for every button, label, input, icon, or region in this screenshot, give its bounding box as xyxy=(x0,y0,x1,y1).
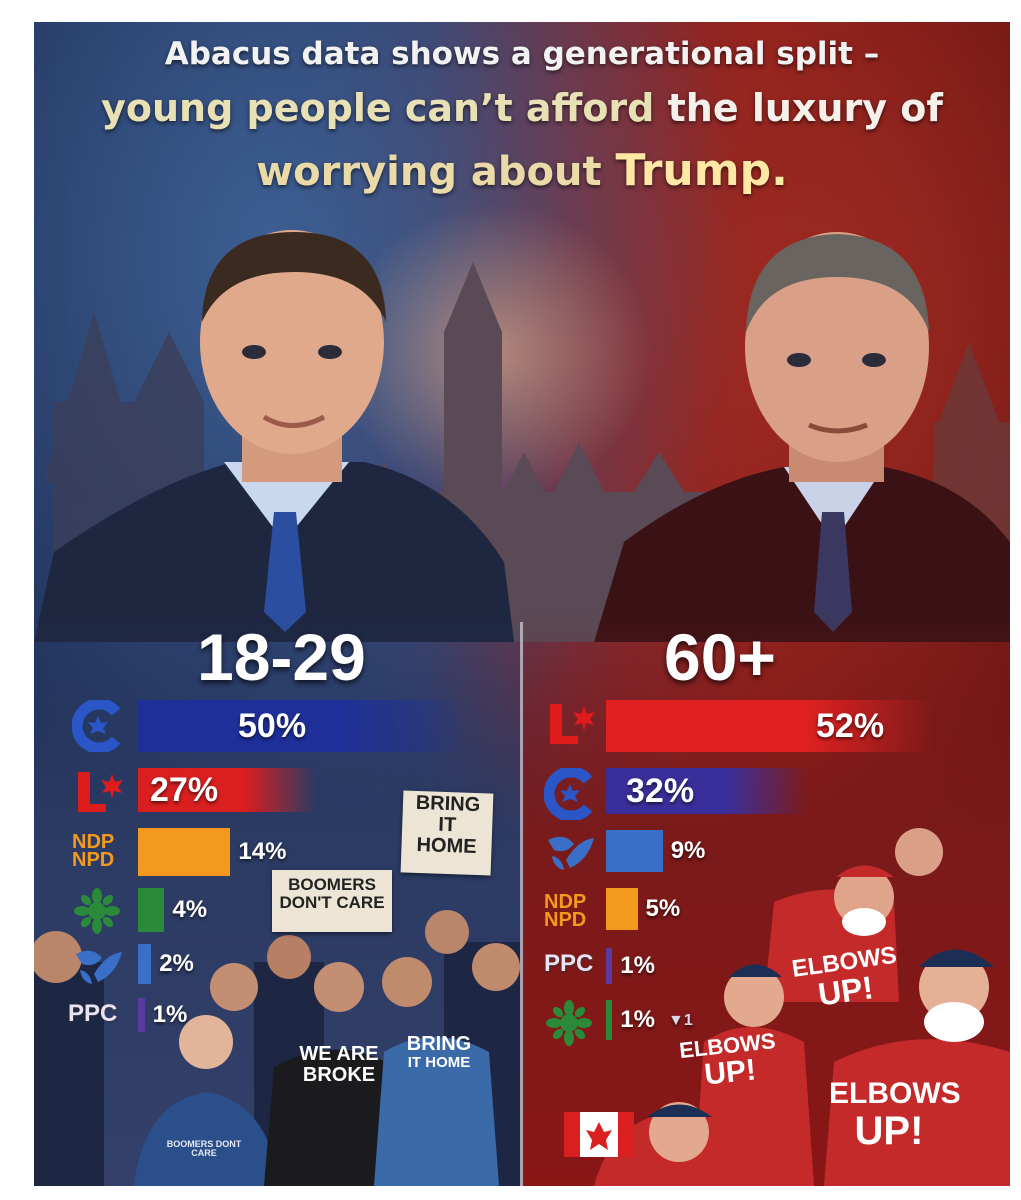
sign-line: DON'T CARE xyxy=(279,892,385,912)
ndp-logo-line-1: NDP xyxy=(544,891,587,913)
bar-value-label: 1% xyxy=(620,1006,655,1033)
bar-green-60-plus: 1% xyxy=(606,1000,692,1040)
bar-value-label: 32% xyxy=(626,771,695,810)
bar-fill xyxy=(138,828,231,876)
bar-bloc-18-29: 2% xyxy=(138,944,231,984)
bar-conservative-60-plus: 32% xyxy=(606,768,808,814)
ppc-logo-icon: PPC xyxy=(68,1000,118,1027)
bar-ndp-18-29: 14% xyxy=(138,828,310,876)
sign-line: HOME xyxy=(416,833,477,859)
bar-value-label: 1% xyxy=(152,1001,188,1028)
liberal-logo-icon xyxy=(544,700,598,750)
headline-line-2b: the luxury of xyxy=(667,86,943,130)
older-crowd-illustration xyxy=(564,828,1010,1186)
liberal-logo-icon xyxy=(72,768,126,818)
bar-conservative-18-29: 50% xyxy=(138,700,468,752)
bar-ppc-60-plus: 1% xyxy=(606,948,692,984)
shirt-boomers-dont-care: BOOMERS DONT CARE xyxy=(149,1139,259,1159)
shirt-line: BRING xyxy=(406,1033,472,1055)
shirt-line: BROKE xyxy=(302,1064,376,1086)
bar-value-label: 4% xyxy=(172,896,208,923)
conservative-logo-icon xyxy=(543,766,596,824)
bar-fill xyxy=(606,830,663,872)
bar-fill xyxy=(606,768,808,814)
headline-line-2: young people can’t afford the luxury of xyxy=(34,86,1010,130)
left-portrait xyxy=(34,230,514,642)
bar-fill xyxy=(606,888,638,930)
shirt-line: UP! xyxy=(854,1108,924,1153)
bar-fill xyxy=(138,700,468,752)
shirt-line: WE ARE xyxy=(299,1043,379,1065)
bar-fill xyxy=(606,1000,613,1040)
sign-boomers-dont-care: BOOMERS DON'T CARE xyxy=(272,870,392,932)
poster: Abacus data shows a generational split –… xyxy=(34,22,1010,1186)
ppc-logo-icon: PPC xyxy=(544,950,594,977)
ndp-logo-line-1: NDP xyxy=(72,831,115,853)
bar-value-label: 27% xyxy=(150,770,219,809)
bar-green-18-29: 4% xyxy=(138,888,244,932)
bar-fill xyxy=(606,948,613,984)
bloc-quebecois-logo-icon xyxy=(72,944,124,992)
shirt-line: IT HOME xyxy=(407,1054,471,1071)
green-party-logo-icon xyxy=(544,1000,594,1050)
bar-fill xyxy=(138,888,165,932)
headline-line-3b: Trump. xyxy=(615,145,788,196)
sign-line: BRING xyxy=(415,791,481,817)
conservative-logo-icon xyxy=(71,698,124,756)
sign-bring-it-home: BRING IT HOME xyxy=(400,790,494,876)
headline-line-1: Abacus data shows a generational split – xyxy=(164,36,880,72)
bar-liberal-60-plus: 52% xyxy=(606,700,934,752)
bar-fill xyxy=(138,944,152,984)
bar-value-label: 1% xyxy=(620,952,655,979)
ndp-logo-line-2: NPD xyxy=(72,849,115,871)
bloc-quebecois-logo-icon xyxy=(544,830,596,878)
headline-line-3: worrying about Trump. xyxy=(34,145,1010,196)
ndp-logo-icon: NDP NPD xyxy=(544,891,587,931)
bar-bloc-60-plus: 9% xyxy=(606,830,743,872)
bar-value-label: 2% xyxy=(159,950,194,977)
bar-value-label: 9% xyxy=(670,837,706,864)
ndp-logo-icon: NDP NPD xyxy=(72,831,115,871)
bar-fill xyxy=(138,768,317,812)
green-party-logo-icon xyxy=(72,888,122,938)
headline-line-2a: young people can’t afford xyxy=(101,86,655,130)
chart-title-60-plus: 60+ xyxy=(664,620,776,694)
bar-fill xyxy=(138,998,145,1032)
sign-line: BOOMERS xyxy=(288,875,376,894)
panel-divider xyxy=(520,622,523,1186)
shirt-bring-it-home: BRING IT HOME xyxy=(394,1034,484,1071)
bar-value-label: 5% xyxy=(645,895,681,922)
bar-liberal-18-29: 27% xyxy=(138,768,317,812)
young-crowd-illustration xyxy=(34,910,520,1186)
right-portrait xyxy=(594,232,1010,642)
shirt-elbows-up-3: ELBOWS UP! xyxy=(829,1077,961,1153)
bar-value-label: 14% xyxy=(238,838,287,865)
bar-fill xyxy=(606,700,934,752)
bar-value-label: 50% xyxy=(238,706,307,745)
green-60-change-label: ▼1 xyxy=(668,1012,693,1029)
headline-line-3a: worrying about xyxy=(256,149,602,195)
bar-value-label: 52% xyxy=(816,706,885,745)
shirt-line: CARE xyxy=(191,1148,217,1159)
bar-ppc-18-29: 1% xyxy=(138,998,225,1032)
shirt-we-are-broke: WE ARE BROKE xyxy=(289,1044,389,1086)
shirt-line: BOOMERS DONT xyxy=(166,1139,242,1149)
bar-ndp-60-plus: 5% xyxy=(606,888,718,930)
chart-title-18-29: 18-29 xyxy=(197,620,366,694)
shirt-line: ELBOWS xyxy=(829,1077,961,1110)
ndp-logo-line-2: NPD xyxy=(544,909,587,931)
